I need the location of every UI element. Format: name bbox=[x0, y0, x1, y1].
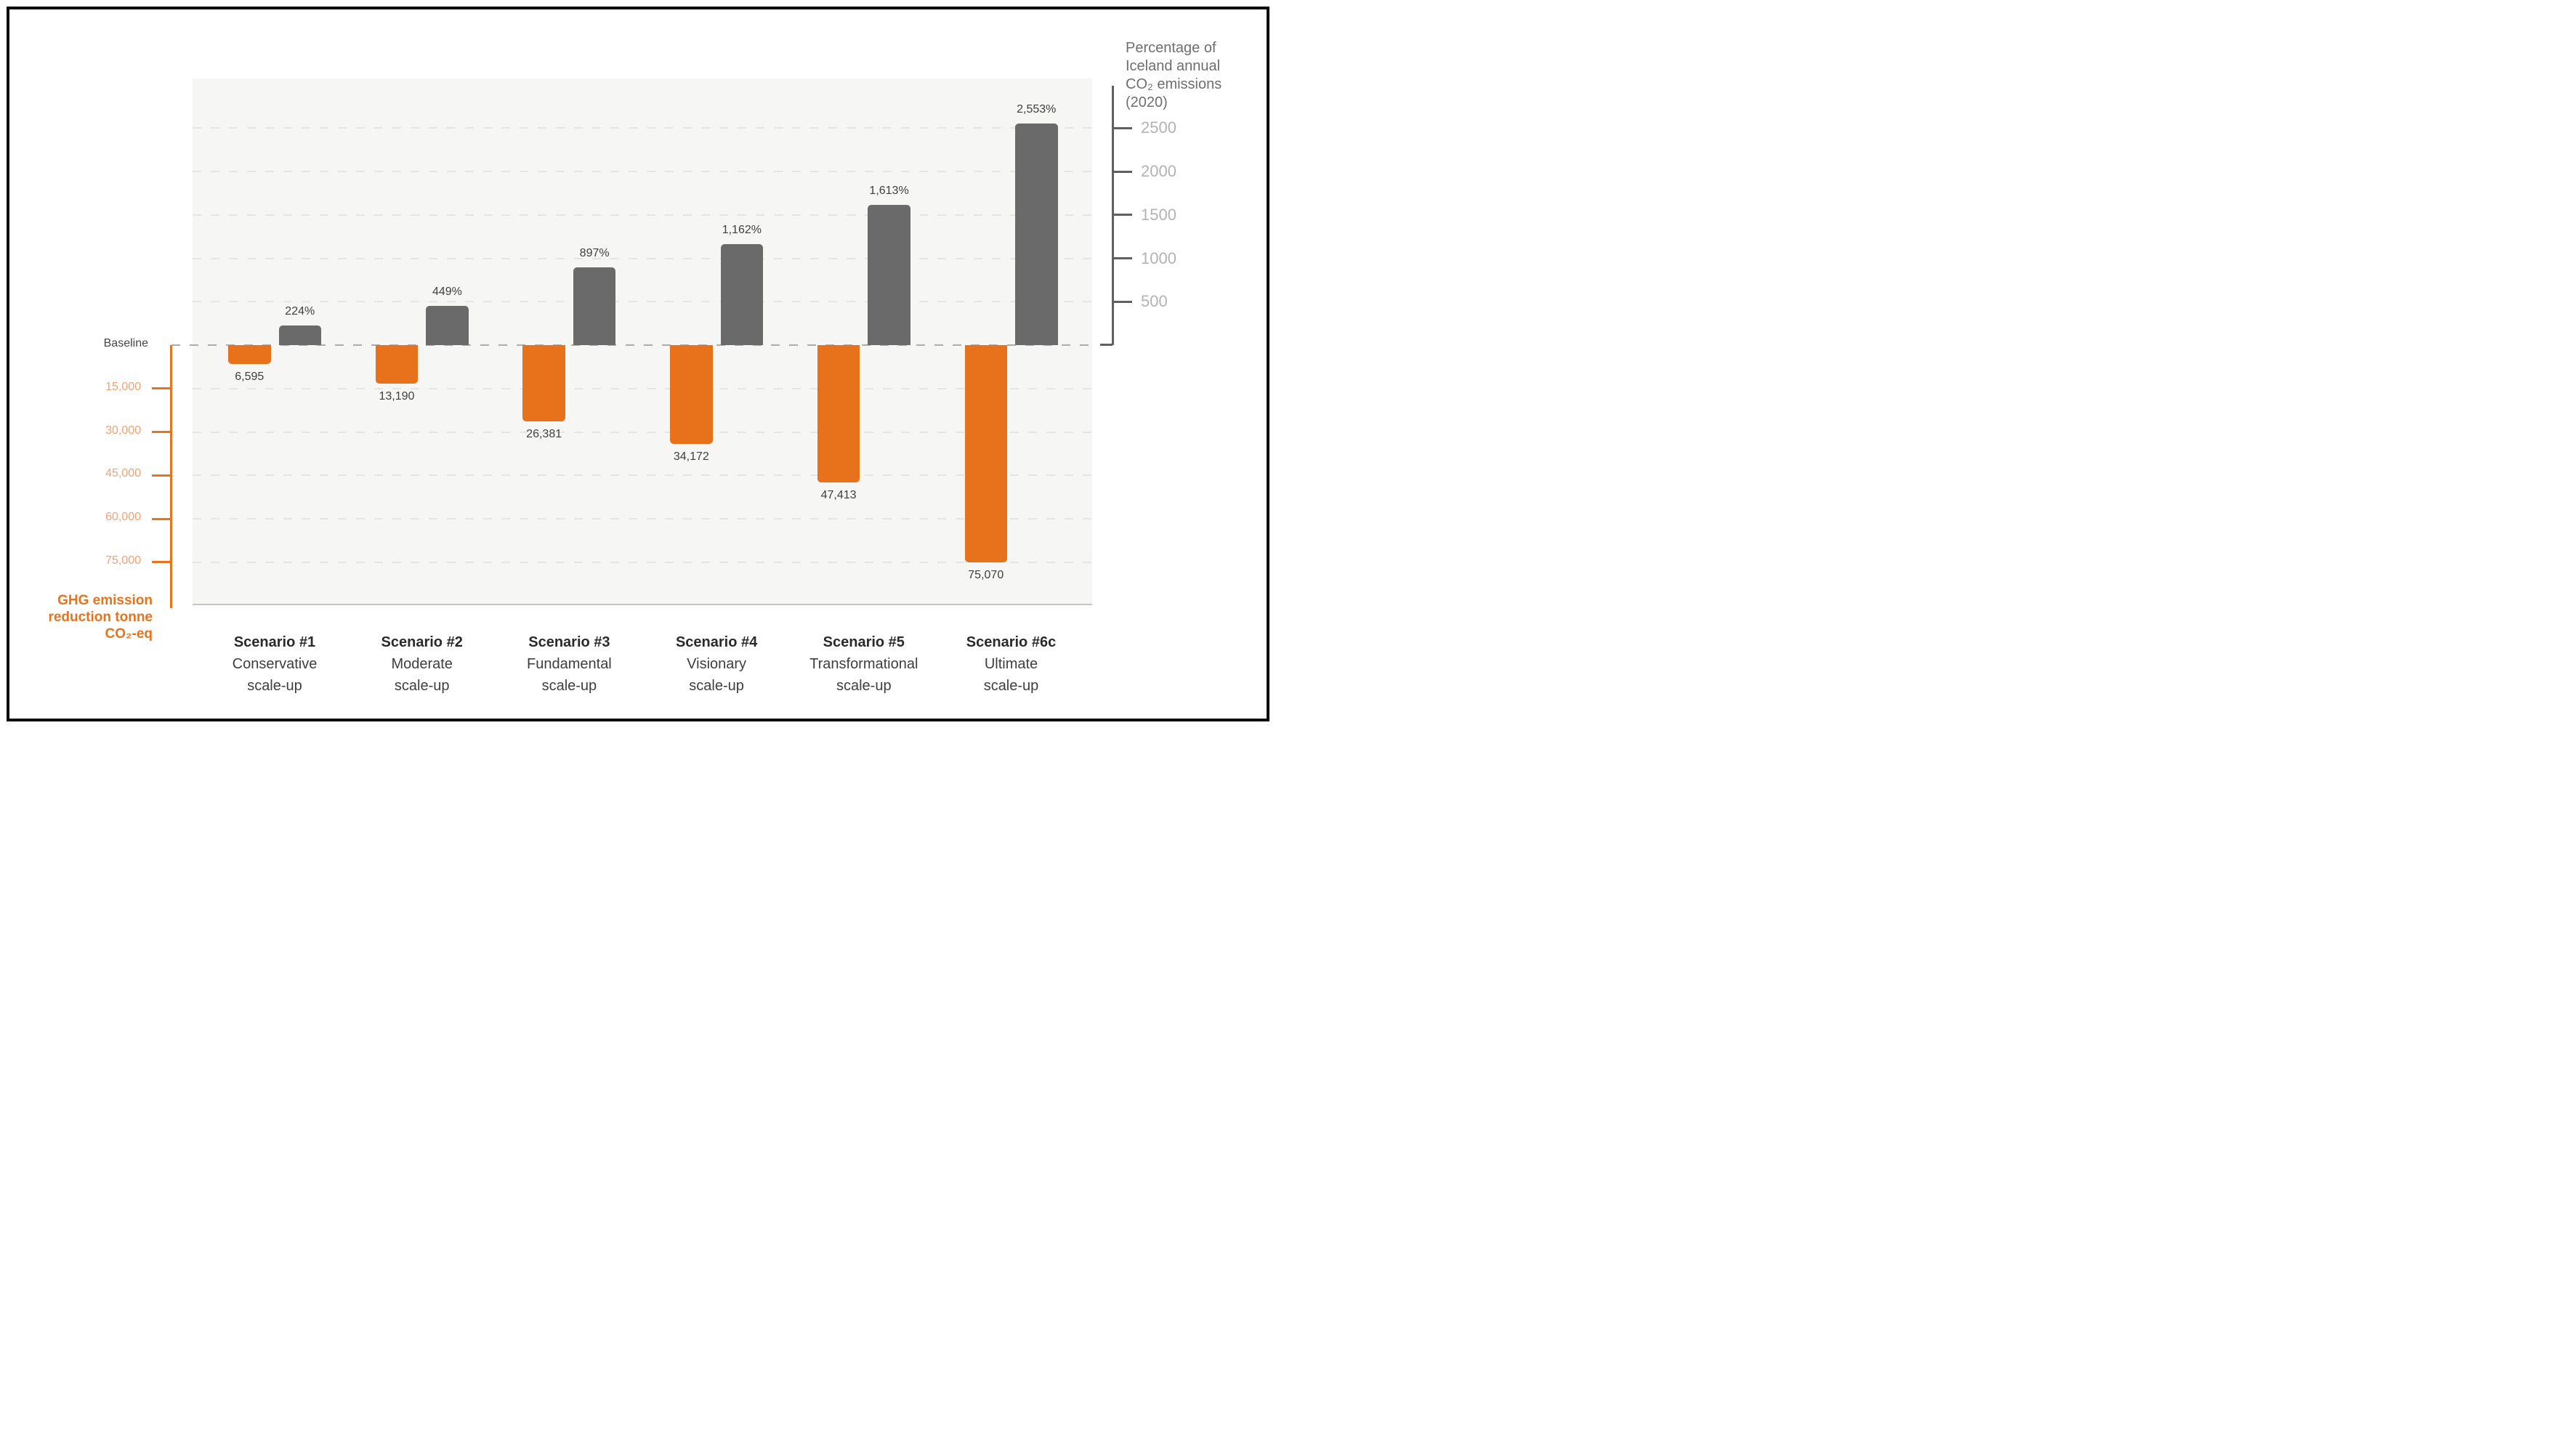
gridline-down bbox=[193, 431, 1092, 433]
scenario-label: Scenario #5 Transformational scale-up bbox=[777, 631, 951, 697]
scenario-label-line: scale-up bbox=[541, 678, 597, 694]
baseline-gridline bbox=[171, 344, 1092, 346]
left-axis-tick bbox=[152, 517, 171, 520]
scenario-label: Scenario #4 Visionary scale-up bbox=[629, 631, 804, 697]
ghg-bar-value-label: 13,190 bbox=[379, 389, 415, 403]
percentage-bar bbox=[1015, 123, 1058, 345]
scenario-label-line: Visionary bbox=[687, 656, 747, 672]
percentage-bar bbox=[868, 205, 910, 345]
scenario-label-line: scale-up bbox=[394, 678, 450, 694]
scenario-label-line: Fundamental bbox=[527, 656, 612, 672]
scenario-label-line: Scenario #6c bbox=[966, 634, 1057, 650]
gridline-down bbox=[193, 387, 1092, 389]
scenario-label: Scenario #3 Fundamental scale-up bbox=[482, 631, 656, 697]
percentage-bar bbox=[720, 244, 764, 345]
right-axis-tick-label: 2000 bbox=[1141, 162, 1176, 180]
scenario-label-line: scale-up bbox=[689, 678, 744, 694]
left-axis-tick-label: 75,000 bbox=[105, 554, 141, 567]
left-axis-tick bbox=[152, 474, 171, 477]
percentage-bar-value-label: 449% bbox=[432, 286, 462, 299]
ghg-bar-value-label: 75,070 bbox=[968, 569, 1004, 582]
left-axis-tick bbox=[152, 561, 171, 564]
ghg-reduction-bar bbox=[228, 345, 271, 365]
right-axis-tick bbox=[1114, 257, 1132, 259]
ghg-bar-value-label: 47,413 bbox=[820, 488, 857, 501]
gridline-up bbox=[193, 257, 1092, 259]
right-axis-tick-label: 1500 bbox=[1141, 205, 1176, 224]
left-axis-tick-label: 15,000 bbox=[105, 380, 141, 393]
right-axis-tick bbox=[1114, 126, 1132, 129]
left-axis-title-line: GHG emission bbox=[57, 593, 153, 608]
right-axis-tick-label: 500 bbox=[1141, 292, 1168, 311]
percentage-bar-value-label: 2,553% bbox=[1017, 102, 1057, 116]
gridline-down bbox=[193, 474, 1092, 477]
ghg-bar-value-label: 34,172 bbox=[673, 450, 709, 464]
scenario-label-line: Scenario #4 bbox=[675, 634, 758, 650]
ghg-bar-value-label: 26,381 bbox=[526, 428, 562, 441]
scenario-label-line: scale-up bbox=[836, 678, 892, 694]
gridline-down bbox=[193, 561, 1092, 563]
right-axis-tick bbox=[1114, 214, 1132, 217]
right-axis-title-line: CO₂ emissions bbox=[1126, 76, 1222, 92]
chart-canvas: 6,595 224% 13,190 449% 26,381 897% 34,172 1,162… bbox=[0, 0, 1276, 728]
scenario-label-line: Scenario #5 bbox=[823, 634, 905, 650]
ghg-reduction-bar bbox=[522, 345, 565, 422]
plot-area bbox=[193, 78, 1092, 605]
scenario-label-line: Scenario #2 bbox=[381, 634, 463, 650]
right-axis-tick bbox=[1114, 170, 1132, 173]
gridline-up bbox=[193, 171, 1092, 172]
right-axis-tick-label: 2500 bbox=[1141, 118, 1176, 137]
percentage-bar-value-label: 897% bbox=[579, 246, 610, 259]
gridline-down bbox=[193, 518, 1092, 519]
percentage-bar bbox=[573, 267, 616, 345]
gridline-up bbox=[193, 127, 1092, 129]
scenario-label: Scenario #2 Moderate scale-up bbox=[335, 631, 509, 697]
ghg-reduction-bar bbox=[964, 345, 1007, 563]
scenario-label-line: Scenario #1 bbox=[233, 634, 316, 650]
gridline-up bbox=[193, 301, 1092, 303]
percentage-bar bbox=[278, 325, 321, 345]
percentage-bar-value-label: 224% bbox=[285, 305, 315, 318]
left-axis-title-line: reduction tonne bbox=[48, 610, 153, 625]
left-axis-title: GHG emission reduction tonne CO₂-eq bbox=[22, 592, 153, 642]
left-axis-tick-label: 30,000 bbox=[105, 424, 141, 437]
percentage-bar-value-label: 1,162% bbox=[722, 224, 762, 237]
baseline-label: Baseline bbox=[103, 337, 148, 349]
right-axis-line bbox=[1112, 86, 1114, 345]
right-axis-title: Percentage of Iceland annual CO₂ emissio… bbox=[1126, 39, 1264, 112]
left-axis-tick-label: 60,000 bbox=[105, 511, 141, 523]
right-axis-title-line: (2020) bbox=[1126, 94, 1168, 110]
left-axis-tick-label: 45,000 bbox=[105, 467, 141, 480]
right-axis-foot bbox=[1100, 344, 1113, 346]
scenario-label: Scenario #6c Ultimate scale-up bbox=[924, 631, 1099, 697]
percentage-bar-value-label: 1,613% bbox=[869, 185, 909, 198]
left-axis-tick bbox=[152, 387, 171, 390]
ghg-reduction-bar bbox=[817, 345, 860, 482]
right-axis-title-line: Iceland annual bbox=[1126, 58, 1221, 74]
left-axis-title-line: CO₂-eq bbox=[105, 626, 153, 642]
scenario-label-line: Moderate bbox=[391, 656, 453, 672]
percentage-bar bbox=[426, 306, 469, 345]
right-axis-tick-label: 1000 bbox=[1141, 248, 1176, 267]
ghg-reduction-bar bbox=[375, 345, 419, 384]
scenario-label-line: Conservative bbox=[232, 656, 318, 672]
scenario-label-line: Ultimate bbox=[984, 656, 1038, 672]
scenario-label: Scenario #1 Conservative scale-up bbox=[187, 631, 362, 697]
scenario-label-line: scale-up bbox=[983, 678, 1039, 694]
left-axis-line bbox=[170, 345, 172, 608]
scenario-label-line: Transformational bbox=[809, 656, 918, 672]
ghg-reduction-bar bbox=[670, 345, 713, 445]
right-axis-tick bbox=[1114, 300, 1132, 303]
ghg-bar-value-label: 6,595 bbox=[235, 371, 265, 384]
scenario-label-line: Scenario #3 bbox=[528, 634, 610, 650]
left-axis-tick bbox=[152, 431, 171, 433]
gridline-up bbox=[193, 214, 1092, 216]
scenario-label-line: scale-up bbox=[247, 678, 302, 694]
right-axis-title-line: Percentage of bbox=[1126, 40, 1216, 56]
